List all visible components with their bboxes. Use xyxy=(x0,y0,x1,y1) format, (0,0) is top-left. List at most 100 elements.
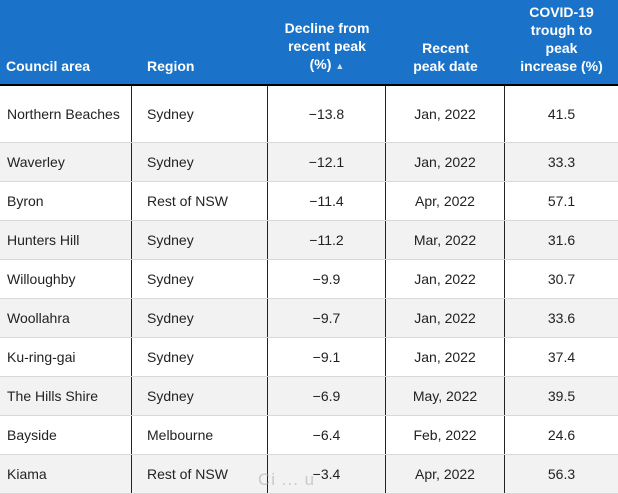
cell-region: Sydney xyxy=(132,143,268,181)
header-label: Decline from recent peak (%) ▲ xyxy=(277,19,377,75)
cell-council-area: The Hills Shire xyxy=(0,377,132,415)
cell-council-area: Hunters Hill xyxy=(0,221,132,259)
cell-decline: −13.8 xyxy=(268,86,386,142)
table-row: Kiama Rest of NSW −3.4 Apr, 2022 56.3 xyxy=(0,455,618,494)
table-row: Willoughby Sydney −9.9 Jan, 2022 30.7 xyxy=(0,260,618,299)
cell-covid-increase: 24.6 xyxy=(505,416,618,454)
cell-text: −6.4 xyxy=(312,426,341,443)
cell-text: Kiama xyxy=(7,465,47,482)
cell-peak-date: Jan, 2022 xyxy=(386,143,505,181)
cell-region: Melbourne xyxy=(132,416,268,454)
cell-text: Sydney xyxy=(147,348,194,365)
cell-text: Sydney xyxy=(147,153,194,170)
cell-peak-date: Mar, 2022 xyxy=(386,221,505,259)
cell-text: Byron xyxy=(7,192,44,209)
cell-text: Jan, 2022 xyxy=(414,153,476,170)
cell-text: Feb, 2022 xyxy=(413,426,477,443)
cell-text: Willoughby xyxy=(7,270,76,287)
cell-peak-date: Apr, 2022 xyxy=(386,182,505,220)
cell-text: Jan, 2022 xyxy=(414,270,476,287)
cell-text: −9.9 xyxy=(312,270,341,287)
cell-council-area: Byron xyxy=(0,182,132,220)
cell-text: May, 2022 xyxy=(412,387,478,404)
header-label: COVID-19 trough to peak increase (%) xyxy=(520,4,603,74)
cell-covid-increase: 56.3 xyxy=(505,455,618,493)
cell-text: 31.6 xyxy=(547,231,576,248)
sort-ascending-icon: ▲ xyxy=(335,61,345,71)
header-council-area[interactable]: Council area xyxy=(0,0,132,84)
cell-text: 30.7 xyxy=(547,270,576,287)
table-row: Bayside Melbourne −6.4 Feb, 2022 24.6 xyxy=(0,416,618,455)
cell-text: −11.4 xyxy=(309,192,344,209)
cell-text: 24.6 xyxy=(547,426,576,443)
cell-text: −11.2 xyxy=(309,231,344,248)
cell-text: Hunters Hill xyxy=(7,231,80,248)
cell-decline: −9.1 xyxy=(268,338,386,376)
cell-council-area: Willoughby xyxy=(0,260,132,298)
cell-text: The Hills Shire xyxy=(7,387,99,404)
header-decline[interactable]: Decline from recent peak (%) ▲ xyxy=(268,0,386,84)
cell-text: Melbourne xyxy=(147,426,214,443)
cell-text: −6.9 xyxy=(312,387,341,404)
cell-region: Sydney xyxy=(132,338,268,376)
cell-covid-increase: 37.4 xyxy=(505,338,618,376)
header-label: Recent peak date xyxy=(413,40,478,74)
cell-text: Jan, 2022 xyxy=(414,348,476,365)
cell-text: Northern Beaches xyxy=(7,105,120,122)
cell-peak-date: Jan, 2022 xyxy=(386,260,505,298)
cell-covid-increase: 39.5 xyxy=(505,377,618,415)
cell-text: Rest of NSW xyxy=(147,465,228,482)
cell-text: 37.4 xyxy=(547,348,576,365)
header-covid-increase[interactable]: COVID-19 trough to peak increase (%) xyxy=(505,0,618,84)
cell-region: Rest of NSW xyxy=(132,182,268,220)
cell-council-area: Waverley xyxy=(0,143,132,181)
cell-covid-increase: 31.6 xyxy=(505,221,618,259)
header-peak-date[interactable]: Recent peak date xyxy=(386,0,505,84)
cell-council-area: Kiama xyxy=(0,455,132,493)
cell-text: Jan, 2022 xyxy=(414,105,476,122)
header-label-text: Decline from recent peak (%) xyxy=(284,20,370,72)
cell-region: Sydney xyxy=(132,221,268,259)
watermark: Ci ... u xyxy=(258,470,316,489)
table-row: Woollahra Sydney −9.7 Jan, 2022 33.6 xyxy=(0,299,618,338)
cell-peak-date: Jan, 2022 xyxy=(386,338,505,376)
cell-text: −9.7 xyxy=(312,309,341,326)
cell-decline: −9.9 xyxy=(268,260,386,298)
cell-text: Rest of NSW xyxy=(147,192,228,209)
cell-text: Mar, 2022 xyxy=(413,231,477,248)
cell-region: Sydney xyxy=(132,377,268,415)
cell-peak-date: Feb, 2022 xyxy=(386,416,505,454)
cell-council-area: Northern Beaches xyxy=(0,86,132,142)
header-label: Region xyxy=(147,58,195,74)
cell-text: Woollahra xyxy=(7,309,70,326)
cell-text: 33.6 xyxy=(547,309,576,326)
cell-covid-increase: 41.5 xyxy=(505,86,618,142)
cell-text: 57.1 xyxy=(547,192,576,209)
cell-text: Sydney xyxy=(147,309,194,326)
cell-text: Sydney xyxy=(147,387,194,404)
cell-text: Bayside xyxy=(7,426,57,443)
cell-text: Jan, 2022 xyxy=(414,309,476,326)
cell-region: Sydney xyxy=(132,299,268,337)
cell-text: 56.3 xyxy=(547,465,576,482)
cell-text: 33.3 xyxy=(547,153,576,170)
cell-text: Waverley xyxy=(7,153,65,170)
cell-peak-date: Jan, 2022 xyxy=(386,299,505,337)
header-label: Council area xyxy=(6,58,91,74)
cell-text: 41.5 xyxy=(547,105,576,122)
cell-decline: −12.1 xyxy=(268,143,386,181)
cell-council-area: Woollahra xyxy=(0,299,132,337)
cell-text: −13.8 xyxy=(308,105,345,122)
cell-decline: −3.4 xyxy=(268,455,386,493)
header-region[interactable]: Region xyxy=(132,0,268,84)
cell-text: Apr, 2022 xyxy=(415,192,475,209)
cell-covid-increase: 57.1 xyxy=(505,182,618,220)
cell-text: Sydney xyxy=(147,231,194,248)
table-row: The Hills Shire Sydney −6.9 May, 2022 39.5 xyxy=(0,377,618,416)
table-row: Waverley Sydney −12.1 Jan, 2022 33.3 xyxy=(0,143,618,182)
cell-text: −9.1 xyxy=(312,348,341,365)
cell-decline: −11.2 xyxy=(268,221,386,259)
table-row: Hunters Hill Sydney −11.2 Mar, 2022 31.6 xyxy=(0,221,618,260)
cell-text: Sydney xyxy=(147,270,194,287)
